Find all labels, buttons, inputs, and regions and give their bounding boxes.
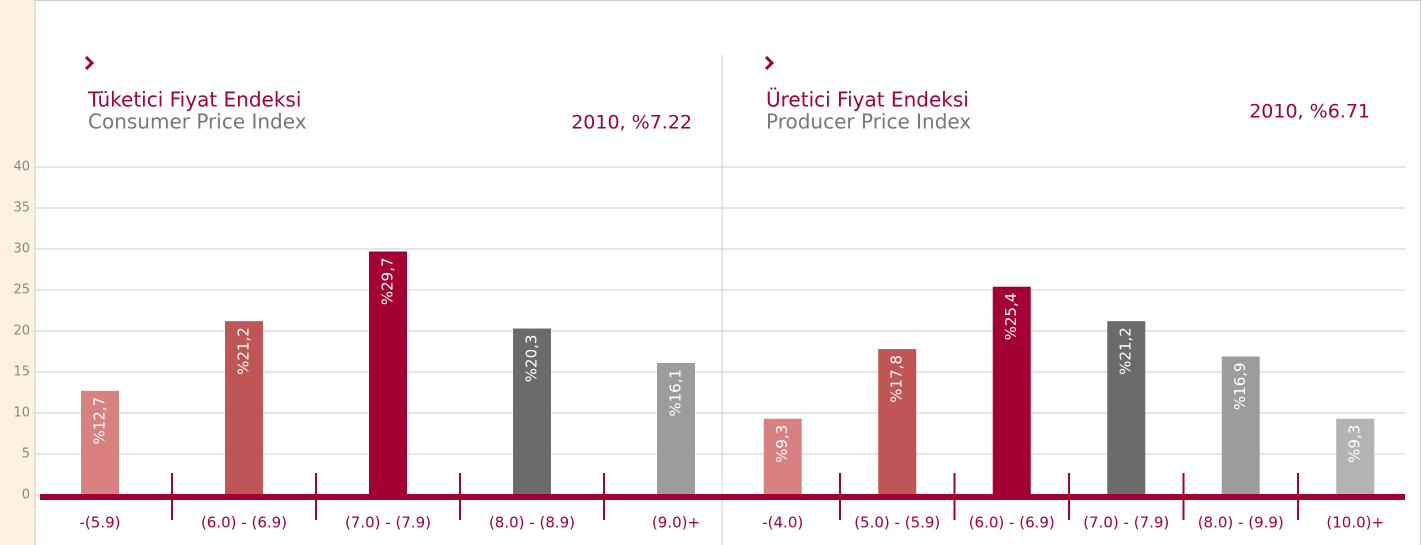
y-tick-label: 0	[22, 488, 30, 503]
y-tick-label: 20	[13, 324, 30, 339]
y-tick-label: 10	[13, 406, 30, 421]
arrow-icon	[84, 55, 95, 71]
annotation: 2010, %7.22	[571, 112, 692, 134]
bar	[225, 321, 263, 495]
bar	[992, 286, 1031, 495]
arrow-icon	[764, 55, 775, 71]
x-tick-label: (6.0) - (6.9)	[969, 514, 1055, 532]
y-tick-label: 30	[13, 242, 30, 257]
y-tick-label: 5	[22, 447, 30, 462]
y-tick-label: 25	[13, 283, 30, 298]
y-tick-label: 40	[13, 160, 30, 175]
x-tick-label: -(4.0)	[762, 514, 803, 532]
x-tick-label: (9.0)+	[652, 514, 700, 532]
x-tick-label: -(5.9)	[80, 514, 121, 532]
bar	[763, 418, 802, 495]
x-tick-label: (8.0) - (9.9)	[1198, 514, 1284, 532]
bar	[513, 328, 551, 495]
value-label: %17,8	[888, 355, 906, 403]
side-strip	[0, 0, 35, 545]
value-label: %16,9	[1231, 362, 1249, 410]
bar	[1107, 321, 1146, 495]
value-label: %9,3	[773, 425, 791, 463]
value-label: %21,2	[235, 327, 253, 375]
baseline	[40, 494, 1405, 500]
bar	[657, 362, 695, 495]
value-label: %16,1	[667, 369, 685, 417]
x-tick-label: (7.0) - (7.9)	[345, 514, 431, 532]
x-tick-label: (7.0) - (7.9)	[1083, 514, 1169, 532]
chart-subtitle: Consumer Price Index	[88, 110, 307, 134]
value-label: %9,3	[1346, 425, 1364, 463]
chart-title: Tüketici Fiyat Endeksi	[87, 88, 301, 112]
y-tick-label: 35	[13, 201, 30, 216]
annotation: 2010, %6.71	[1249, 101, 1370, 123]
chart-subtitle: Producer Price Index	[766, 110, 971, 134]
x-tick-label: (5.0) - (5.9)	[854, 514, 940, 532]
bar	[1221, 356, 1260, 495]
bar	[878, 349, 917, 495]
x-tick-label: (6.0) - (6.9)	[201, 514, 287, 532]
value-label: %21,2	[1117, 327, 1135, 375]
bar	[1336, 418, 1375, 495]
value-label: %12,7	[91, 397, 109, 445]
bar	[369, 251, 407, 495]
x-tick-label: (8.0) - (8.9)	[489, 514, 575, 532]
x-tick-label: (10.0)+	[1326, 514, 1384, 532]
value-label: %29,7	[379, 257, 397, 305]
bar	[81, 390, 119, 495]
chart-title: Üretici Fiyat Endeksi	[766, 88, 969, 112]
y-tick-label: 15	[13, 365, 30, 380]
value-label: %25,4	[1002, 293, 1020, 341]
value-label: %20,3	[523, 335, 541, 383]
